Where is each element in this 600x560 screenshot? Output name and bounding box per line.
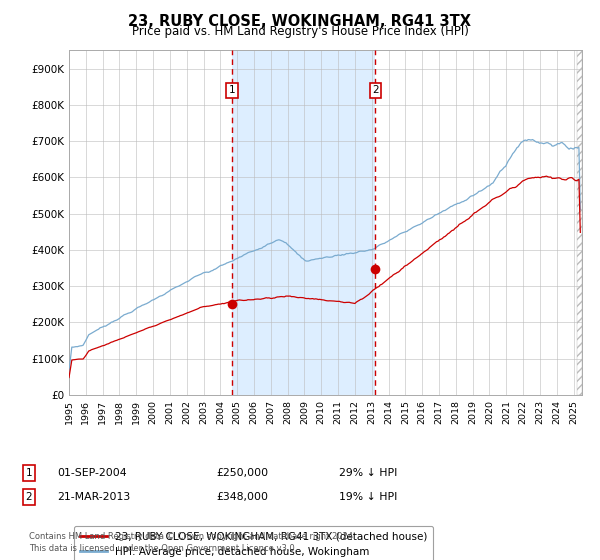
Text: 2: 2 (25, 492, 32, 502)
Text: 21-MAR-2013: 21-MAR-2013 (57, 492, 130, 502)
Text: £250,000: £250,000 (216, 468, 268, 478)
Text: 1: 1 (229, 85, 235, 95)
Text: 23, RUBY CLOSE, WOKINGHAM, RG41 3TX: 23, RUBY CLOSE, WOKINGHAM, RG41 3TX (128, 14, 472, 29)
Text: £348,000: £348,000 (216, 492, 268, 502)
Text: 01-SEP-2004: 01-SEP-2004 (57, 468, 127, 478)
Text: 2: 2 (372, 85, 379, 95)
Text: Price paid vs. HM Land Registry's House Price Index (HPI): Price paid vs. HM Land Registry's House … (131, 25, 469, 38)
Text: 29% ↓ HPI: 29% ↓ HPI (339, 468, 397, 478)
Text: 1: 1 (25, 468, 32, 478)
Text: 19% ↓ HPI: 19% ↓ HPI (339, 492, 397, 502)
Bar (232, 50, 376, 395)
Text: Contains HM Land Registry data © Crown copyright and database right 2024.
This d: Contains HM Land Registry data © Crown c… (29, 532, 355, 553)
Legend: 23, RUBY CLOSE, WOKINGHAM, RG41 3TX (detached house), HPI: Average price, detach: 23, RUBY CLOSE, WOKINGHAM, RG41 3TX (det… (74, 526, 433, 560)
